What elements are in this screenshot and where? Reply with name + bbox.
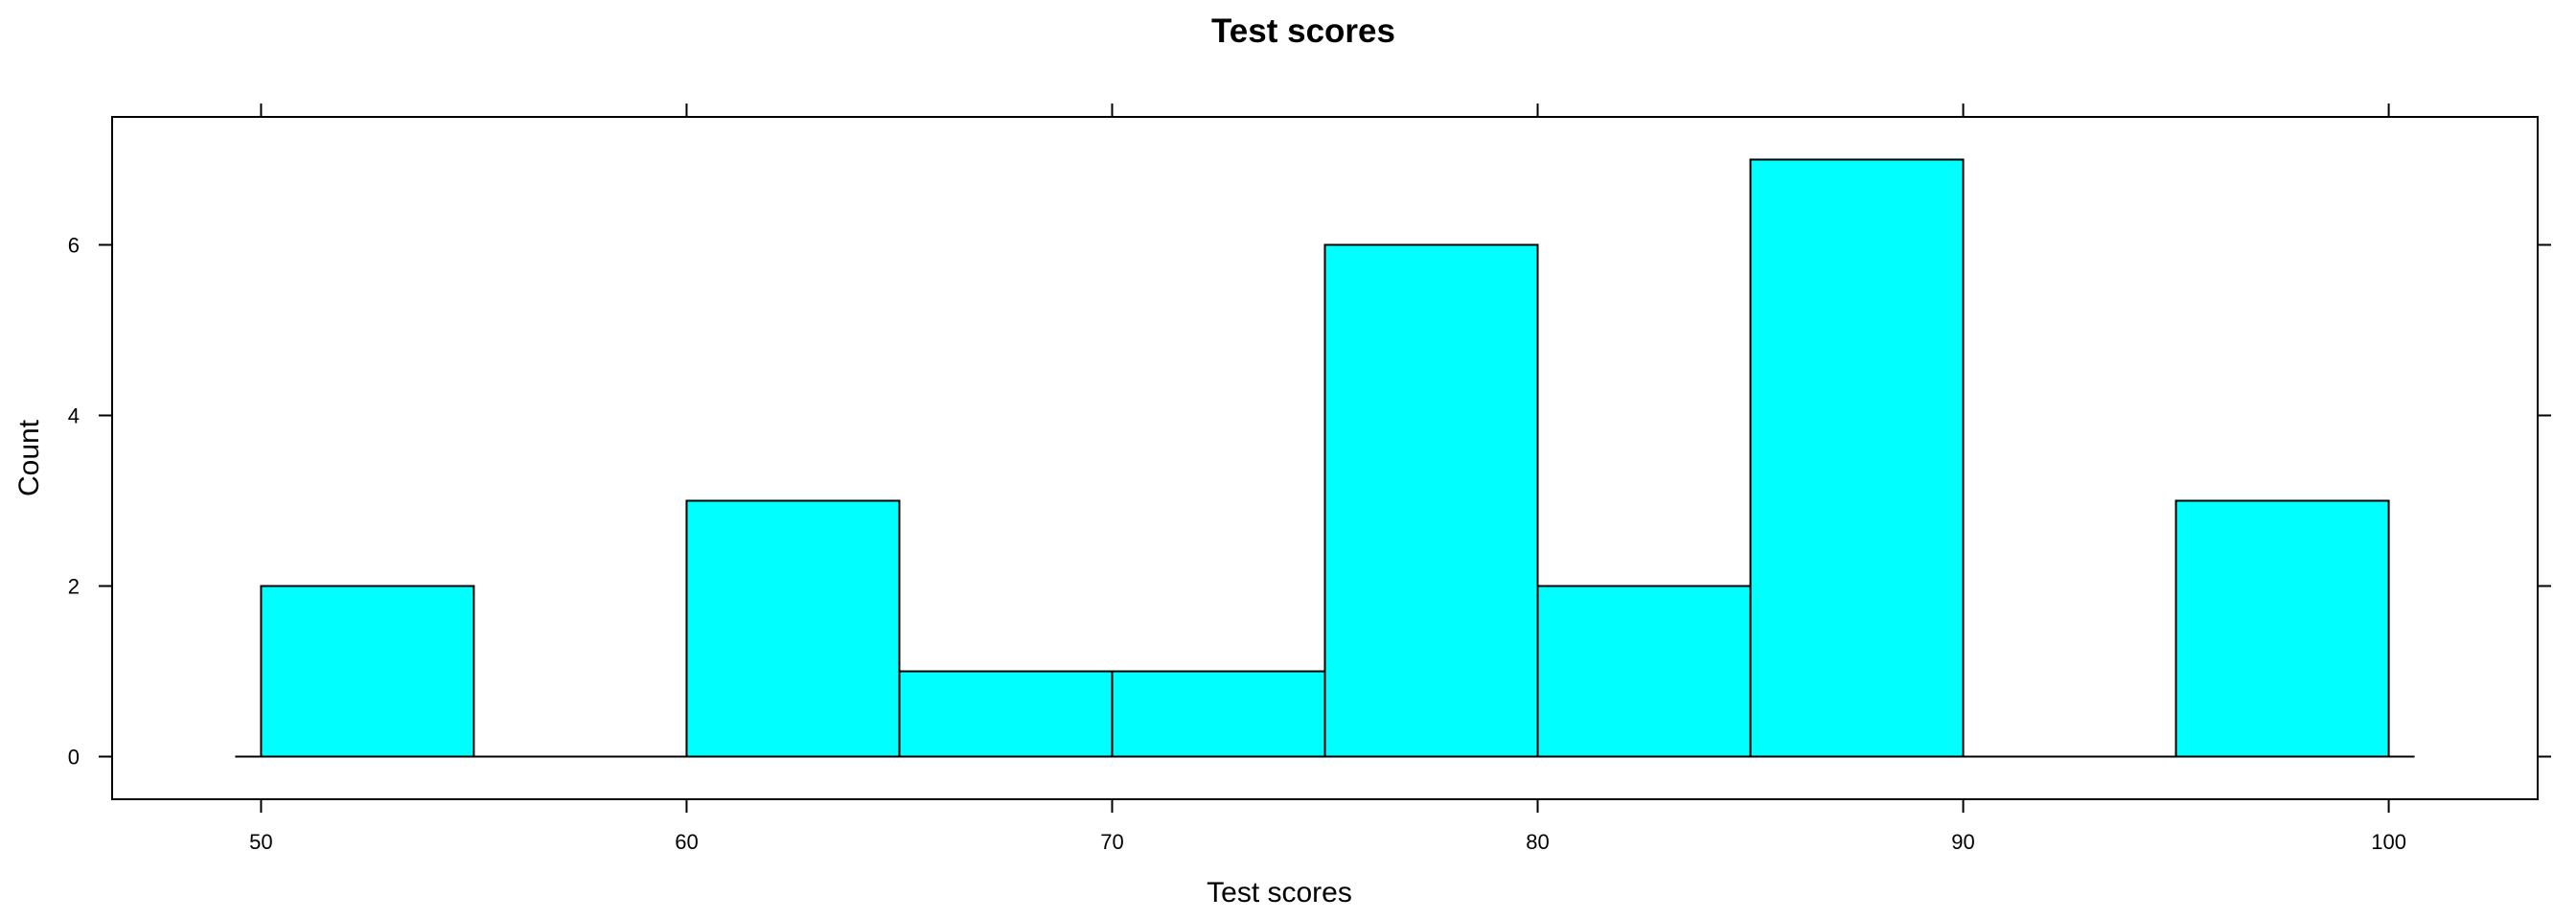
histogram-bars	[260, 158, 2390, 758]
x-tick-label-70: 70	[1100, 830, 1123, 854]
x-tick-label-80: 80	[1526, 830, 1549, 854]
y-tick-label-6: 6	[68, 234, 80, 258]
x-tick-label-100: 100	[2371, 830, 2406, 854]
histogram-bar-65-70	[898, 670, 1114, 758]
plot-frame	[111, 116, 2539, 800]
histogram-bar-60-65	[685, 499, 901, 758]
histogram-bar-95-100	[2174, 499, 2390, 758]
x-axis-label: Test scores	[1207, 877, 1352, 908]
histogram-bar-70-75	[1111, 670, 1326, 758]
y-tick-label-2: 2	[68, 575, 80, 599]
y-tick-label-0: 0	[68, 746, 80, 770]
y-tick-label-4: 4	[68, 404, 80, 428]
histogram-bar-80-85	[1536, 585, 1752, 758]
x-tick-label-90: 90	[1951, 830, 1974, 854]
x-axis: 50 60 70 80 90 100	[249, 104, 2406, 854]
chart-title: Test scores	[1211, 12, 1395, 50]
histogram-bar-85-90	[1749, 158, 1965, 758]
y-axis-label: Count	[13, 419, 45, 496]
histogram-bar-75-80	[1323, 243, 1539, 758]
x-tick-label-60: 60	[675, 830, 698, 854]
y-axis: 0 2 4 6	[68, 234, 2551, 770]
x-tick-label-50: 50	[249, 830, 272, 854]
histogram-bar-50-55	[260, 585, 475, 758]
